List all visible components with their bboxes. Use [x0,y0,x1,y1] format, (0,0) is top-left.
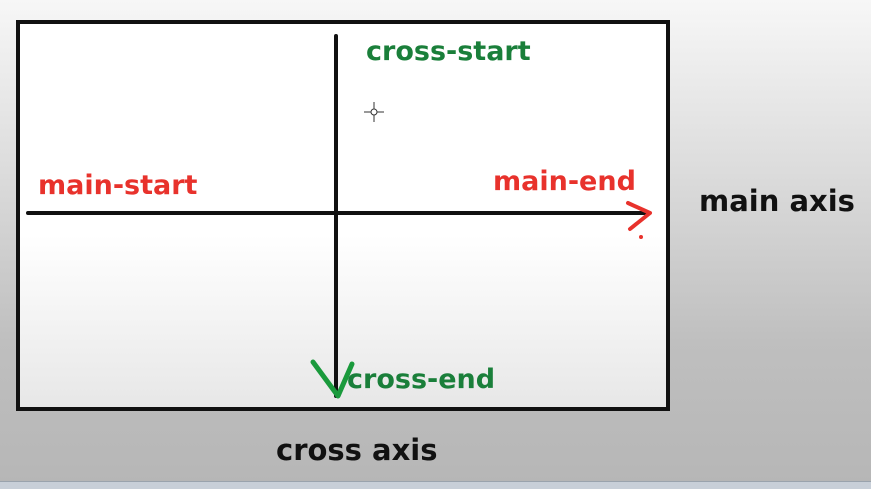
cross-axis-arrowhead [310,359,355,399]
taskbar-edge [0,481,871,489]
main-axis-label: main axis [699,184,855,218]
annotation-dot [639,235,643,239]
main-axis-arrowhead [626,201,652,231]
main-end-label: main-end [493,166,636,197]
cross-end-label: cross-end [347,364,496,395]
flex-container-box [16,20,670,411]
main-start-label: main-start [38,170,198,201]
crosshair-cursor-icon [364,102,384,122]
cross-axis-label: cross axis [276,433,438,467]
cross-start-label: cross-start [366,36,531,67]
